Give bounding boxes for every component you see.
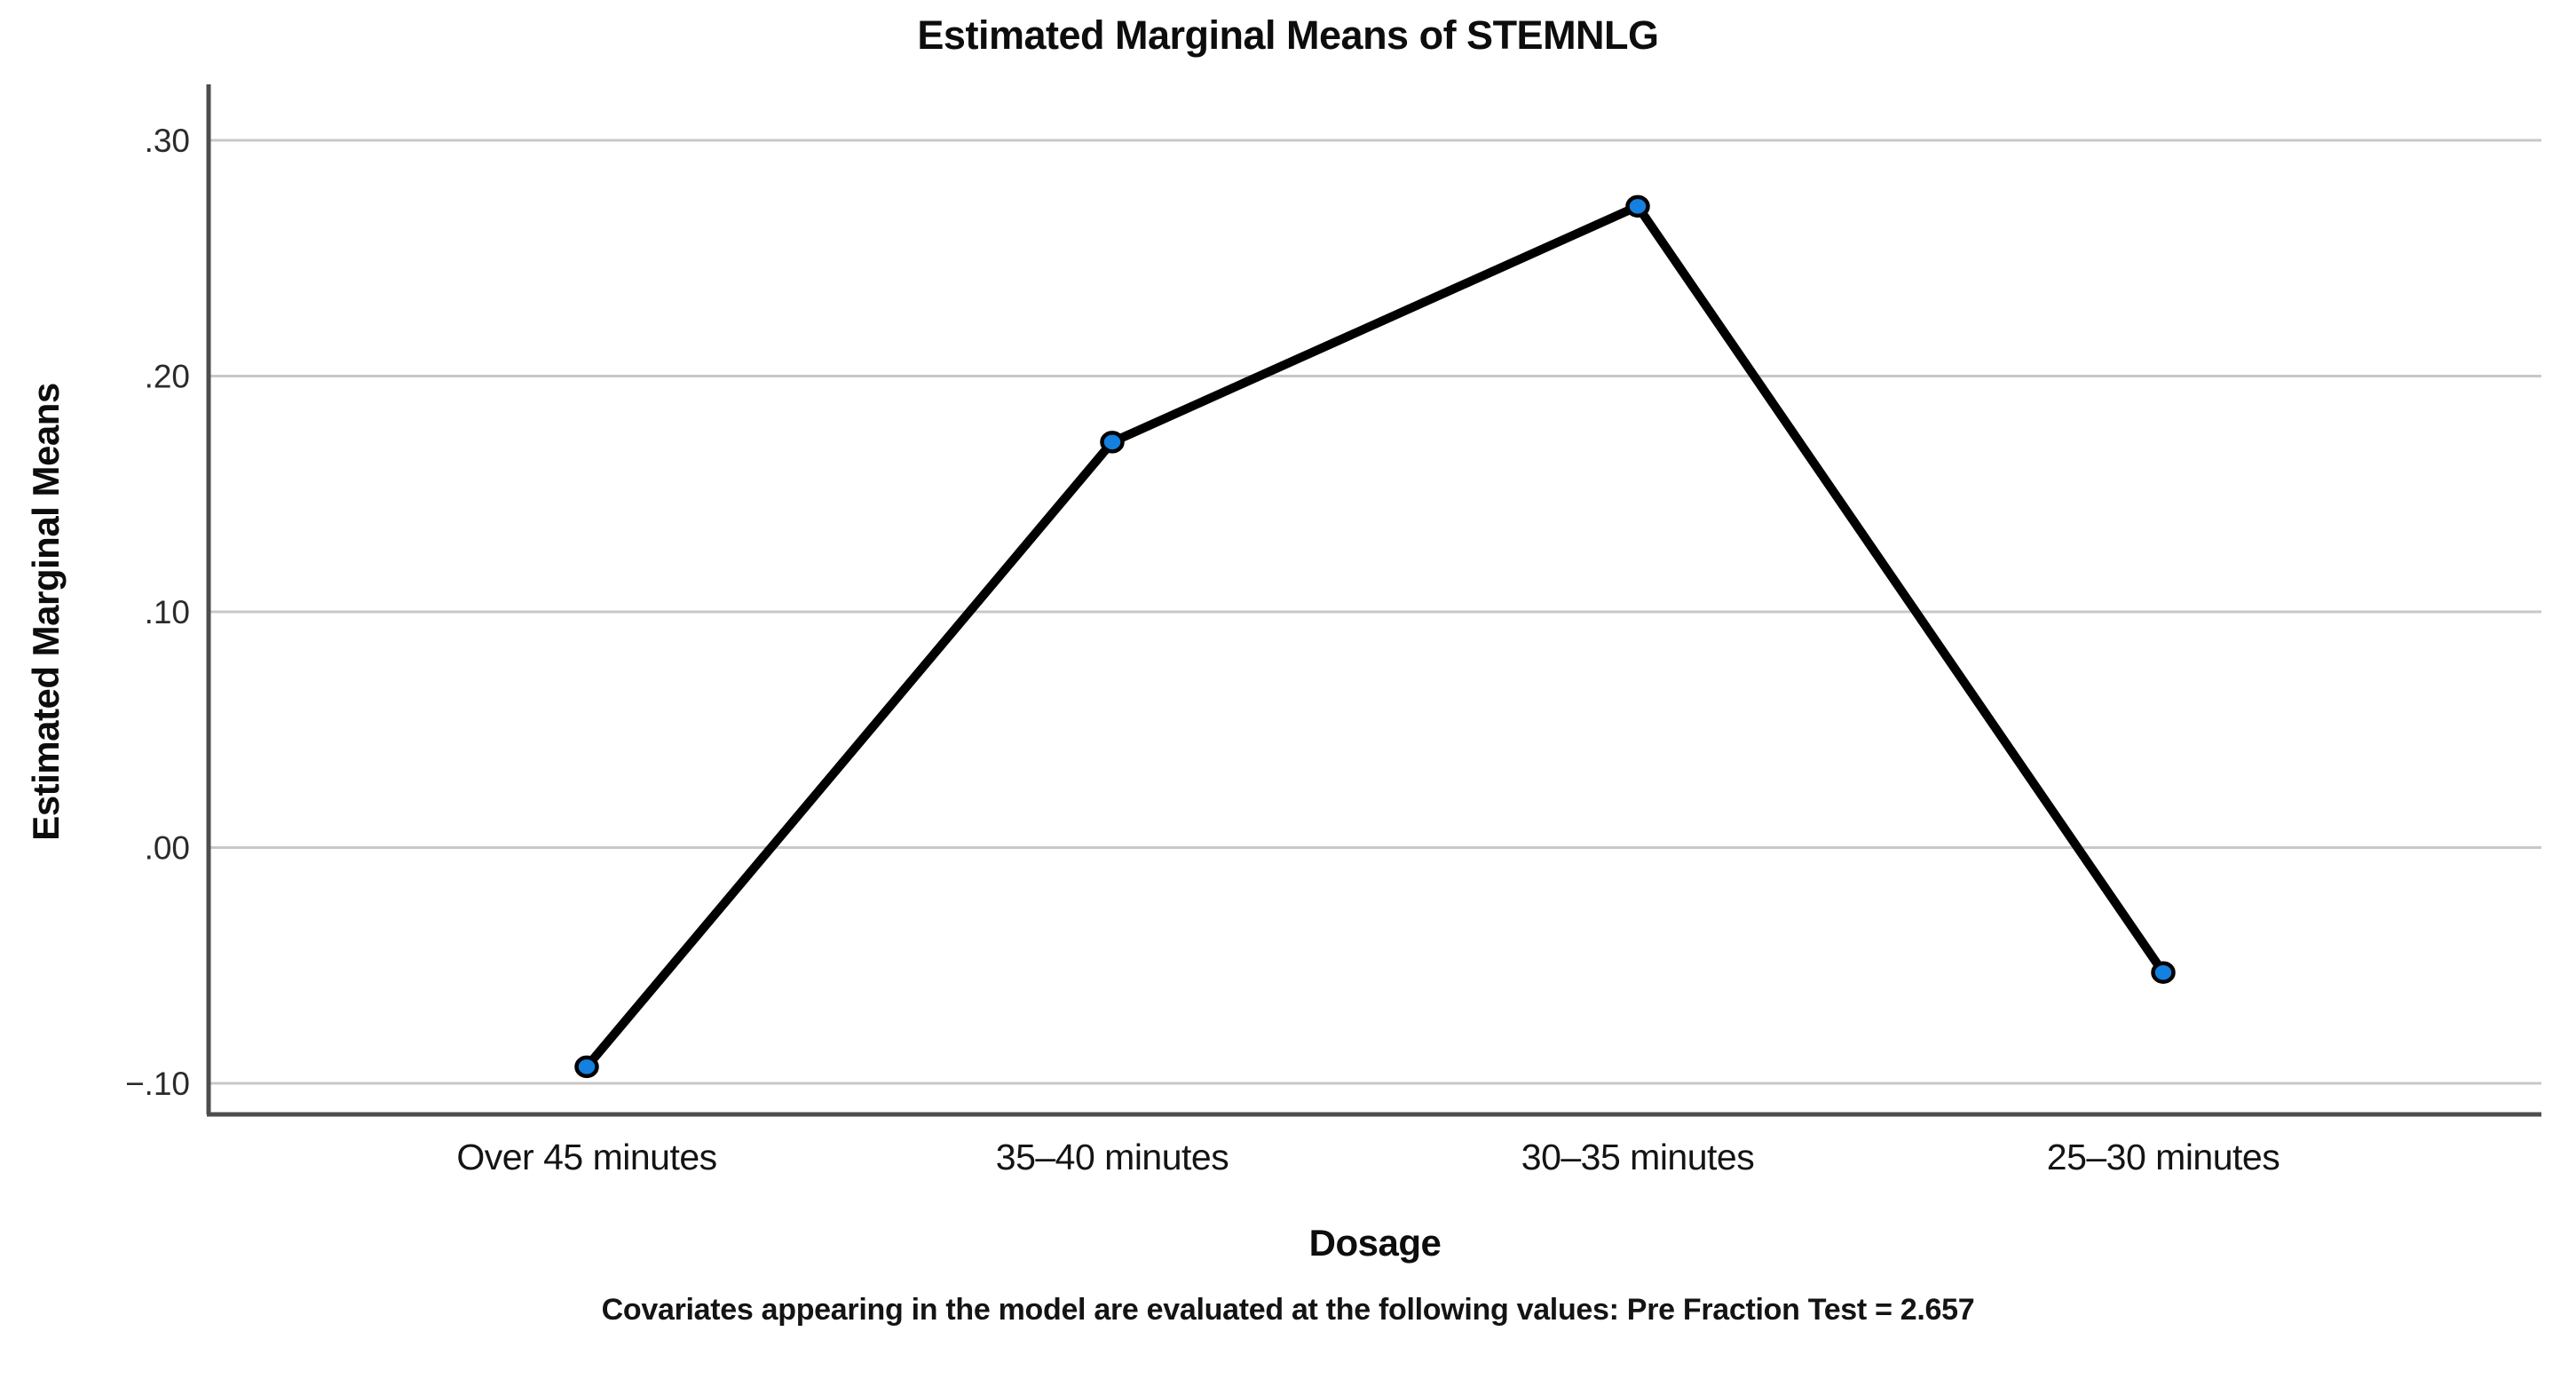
data-point-marker (1100, 431, 1125, 454)
y-tick-label: .20 (145, 359, 190, 395)
x-tick-label: Over 45 minutes (456, 1137, 716, 1177)
y-tick-label: .10 (145, 594, 190, 630)
y-tick-label: .00 (145, 830, 190, 867)
y-tick-label: .30 (145, 123, 190, 159)
x-axis-title: Dosage (1308, 1222, 1442, 1264)
y-tick-label: −.10 (125, 1066, 190, 1102)
covariates-footnote: Covariates appearing in the model are ev… (601, 1293, 1975, 1327)
data-point-marker (1625, 194, 1650, 218)
x-tick-label: 35–40 minutes (996, 1137, 1229, 1177)
x-tick-label: 25–30 minutes (2047, 1137, 2280, 1177)
chart-title: Estimated Marginal Means of STEMNLG (917, 12, 1659, 58)
x-tick-label: 30–35 minutes (1521, 1137, 1754, 1177)
data-point-marker (2151, 961, 2176, 984)
data-point-marker (574, 1055, 599, 1079)
series-line (582, 202, 2168, 1072)
